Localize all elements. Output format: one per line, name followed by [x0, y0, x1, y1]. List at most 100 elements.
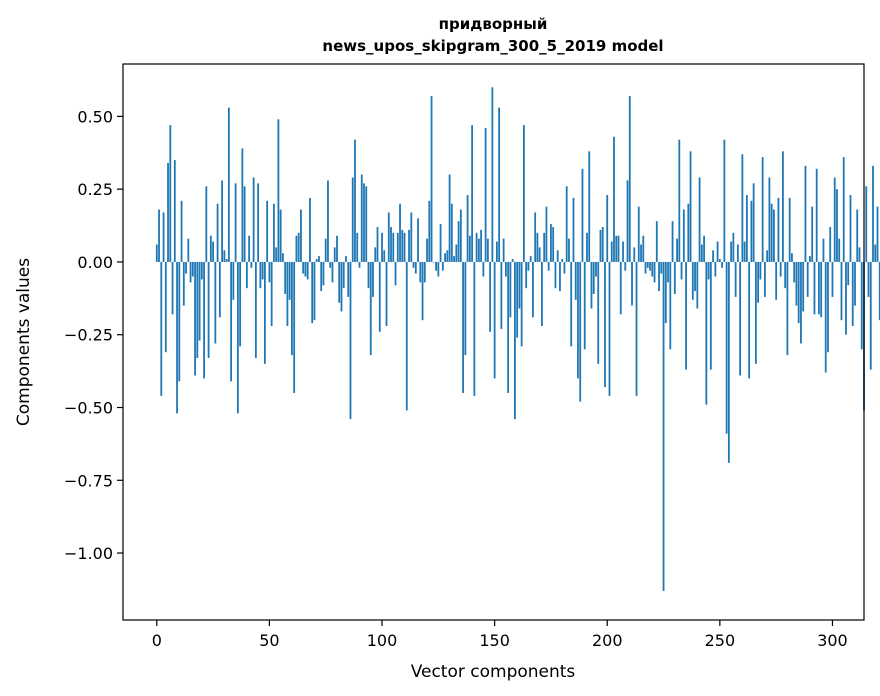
bar-component-83 [342, 261, 345, 289]
bar-component-7 [171, 261, 174, 315]
bar-component-277 [779, 261, 782, 277]
bar-component-79 [333, 247, 336, 262]
bar-component-27 [216, 203, 219, 262]
bar-component-171 [541, 261, 543, 326]
bar-component-231 [676, 238, 678, 262]
bar-component-157 [509, 261, 512, 318]
bar-component-46 [259, 261, 262, 289]
bar-component-18 [196, 261, 199, 359]
bar-component-68 [309, 197, 311, 262]
bar-component-319 [874, 244, 877, 262]
bar-component-269 [761, 157, 764, 262]
bar-component-43 [252, 177, 255, 262]
bar-component-230 [673, 261, 676, 294]
bar-component-36 [236, 261, 239, 414]
bar-component-48 [263, 261, 266, 364]
bar-component-146 [484, 128, 487, 262]
bar-component-252 [723, 139, 726, 262]
bar-component-34 [232, 261, 235, 300]
bar-component-164 [525, 261, 528, 289]
bar-component-86 [349, 261, 352, 420]
bar-component-104 [390, 227, 392, 262]
bar-component-6 [169, 125, 172, 262]
bar-component-267 [757, 261, 760, 303]
bar-component-58 [286, 261, 289, 326]
bar-component-118 [421, 261, 424, 321]
bar-component-52 [273, 203, 275, 262]
bar-component-143 [477, 238, 480, 262]
bar-component-32 [227, 107, 230, 262]
x-tick-label: 300 [817, 631, 848, 650]
bar-component-66 [304, 261, 307, 277]
bar-component-295 [820, 261, 823, 318]
bar-component-261 [743, 241, 746, 262]
bar-component-76 [327, 180, 329, 262]
bar-component-152 [498, 107, 501, 262]
bar-component-120 [426, 238, 428, 262]
bar-component-134 [457, 221, 460, 262]
bar-component-136 [462, 261, 464, 393]
bar-component-98 [376, 227, 379, 262]
bar-component-109 [401, 229, 404, 262]
bar-component-229 [671, 221, 674, 262]
bar-component-166 [529, 256, 532, 262]
bar-component-113 [410, 212, 413, 262]
bar-component-187 [577, 261, 579, 379]
bar-component-115 [414, 261, 417, 274]
bar-component-35 [234, 183, 237, 262]
bar-component-199 [604, 261, 606, 388]
bar-component-312 [858, 247, 861, 262]
bar-component-74 [322, 261, 325, 286]
bar-component-49 [266, 200, 269, 262]
bar-component-232 [678, 139, 681, 262]
bar-component-283 [793, 261, 796, 283]
y-tick-label: −0.75 [64, 471, 113, 490]
bar-component-127 [441, 261, 444, 271]
bar-component-290 [809, 256, 811, 262]
bar-component-210 [628, 96, 631, 262]
bar-component-281 [788, 197, 791, 262]
bar-component-256 [732, 232, 735, 262]
bar-component-103 [387, 212, 390, 262]
bar-component-147 [486, 238, 489, 262]
bar-component-228 [669, 261, 672, 350]
bar-component-96 [372, 261, 374, 297]
bar-component-275 [775, 261, 778, 300]
bar-component-24 [209, 235, 212, 262]
bar-component-93 [365, 186, 368, 262]
bar-component-212 [633, 247, 636, 262]
bar-component-95 [369, 261, 372, 356]
y-tick-label: −0.25 [64, 326, 113, 345]
bar-component-237 [689, 151, 692, 262]
bars-group [155, 87, 880, 591]
bar-component-285 [797, 261, 800, 324]
bar-component-320 [876, 206, 879, 262]
bar-component-123 [432, 261, 435, 263]
bar-component-19 [198, 261, 201, 341]
bar-component-84 [345, 256, 347, 262]
bar-component-92 [363, 183, 365, 262]
bar-component-8 [173, 160, 176, 262]
bar-component-20 [200, 261, 203, 280]
bar-component-108 [399, 203, 401, 262]
bar-component-307 [847, 261, 850, 286]
bar-component-301 [833, 177, 836, 262]
bar-component-255 [730, 241, 733, 262]
bar-component-154 [502, 238, 505, 262]
chart-title-model: news_upos_skipgram_300_5_2019 model [322, 37, 663, 55]
bar-component-90 [358, 261, 361, 268]
bar-component-223 [658, 261, 660, 292]
bar-component-233 [680, 261, 683, 280]
bar-component-293 [815, 168, 818, 262]
bar-component-71 [315, 259, 318, 262]
bar-component-292 [813, 261, 816, 315]
bar-component-12 [182, 261, 185, 306]
y-tick-label: −0.50 [64, 398, 113, 417]
bar-component-121 [428, 200, 431, 262]
bar-component-174 [547, 261, 550, 271]
bar-component-160 [516, 261, 519, 338]
y-tick-label: 0.50 [77, 107, 113, 126]
bar-component-253 [725, 261, 728, 434]
bar-component-306 [845, 261, 847, 335]
bar-component-313 [860, 261, 863, 350]
